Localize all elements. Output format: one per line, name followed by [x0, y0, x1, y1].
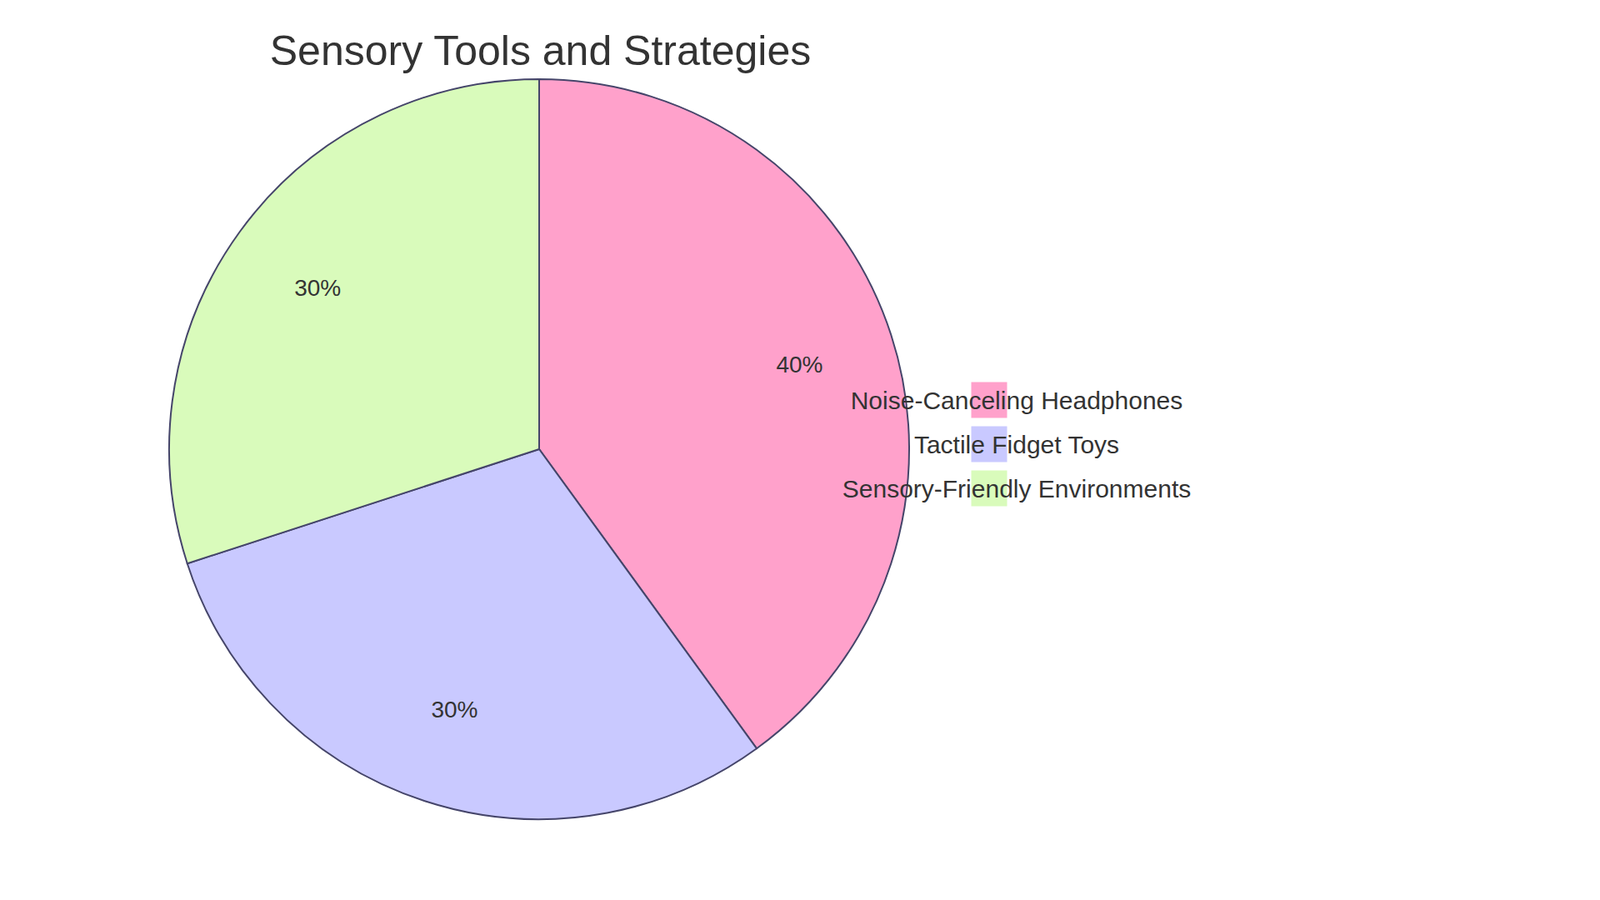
svg-text:Sensory Tools and Strategies: Sensory Tools and Strategies [270, 27, 811, 75]
svg-text:Sensory-Friendly Environments: Sensory-Friendly Environments [842, 475, 1192, 503]
svg-text:30%: 30% [294, 275, 341, 301]
svg-text:30%: 30% [430, 696, 478, 723]
svg-text:Noise-Canceling Headphones: Noise-Canceling Headphones [850, 386, 1184, 415]
svg-text:40%: 40% [775, 351, 823, 378]
svg-text:Tactile Fidget Toys: Tactile Fidget Toys [914, 430, 1120, 459]
